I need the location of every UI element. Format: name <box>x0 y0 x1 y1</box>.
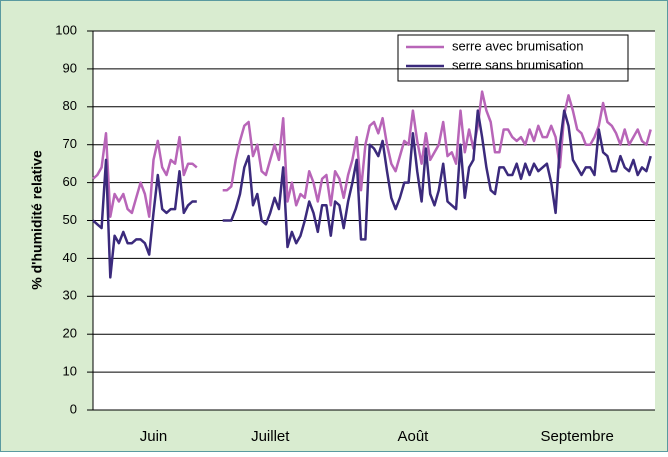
x-tick-label: Juin <box>140 428 168 445</box>
y-tick-label: 60 <box>63 174 77 189</box>
y-tick-label: 40 <box>63 250 77 265</box>
x-tick-label: Septembre <box>540 428 613 445</box>
legend <box>397 34 629 82</box>
legend-label: serre sans brumisation <box>452 57 584 72</box>
line-series <box>92 90 652 218</box>
y-tick-label: 90 <box>63 60 77 75</box>
y-tick-label: 70 <box>63 136 77 151</box>
y-tick-label: 30 <box>63 288 77 303</box>
x-tick-label: Août <box>397 428 429 445</box>
x-tick-label: Juillet <box>251 428 290 445</box>
legend-label: serre avec brumisation <box>452 38 584 53</box>
y-tick-label: 10 <box>63 364 77 379</box>
y-axis-label: % d'humidité relative <box>29 150 45 290</box>
y-tick-label: 100 <box>55 22 77 37</box>
line-series <box>92 109 652 279</box>
y-tick-label: 0 <box>70 401 77 416</box>
y-tick-label: 80 <box>63 98 77 113</box>
y-tick-label: 20 <box>63 326 77 341</box>
y-tick-label: 50 <box>63 212 77 227</box>
